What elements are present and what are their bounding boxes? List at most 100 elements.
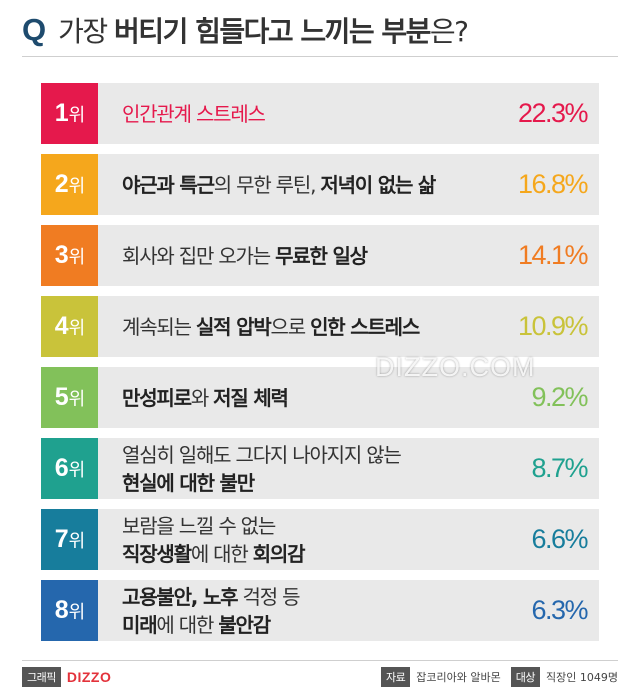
rank-row-5: 5 위 만성피로와 저질 체력 9.2% bbox=[41, 367, 599, 428]
label-bold-segment: 인간관계 스트레스 bbox=[122, 101, 266, 126]
label-l1: 계속되는 실적 압박으로 인한 스트레스 bbox=[122, 313, 599, 341]
graphic-label: 그래픽 bbox=[22, 667, 61, 687]
label-bold-segment: 야근과 특근 bbox=[122, 172, 215, 197]
watermark: DIZZO.COM bbox=[375, 352, 536, 382]
label-segment: 계속되는 bbox=[122, 314, 196, 339]
rank-number: 7 bbox=[54, 525, 69, 553]
label-segment: 열심히 일해도 그다지 나아지지 않는 bbox=[122, 442, 402, 467]
title-plain-before: 가장 bbox=[58, 15, 115, 48]
label-segment: 와 bbox=[190, 385, 214, 410]
title-bold: 버티기 힘들다고 느끼는 부분 bbox=[114, 15, 431, 48]
category-label: 고용불안, 노후 걱정 등 미래에 대한 불안감 bbox=[98, 580, 599, 641]
footer-divider bbox=[22, 660, 618, 661]
label-bold-segment: 현실에 대한 불만 bbox=[122, 470, 255, 495]
label-bold-segment: 저질 체력 bbox=[213, 385, 289, 410]
category-label: 야근과 특근의 무한 루틴, 저녁이 없는 삶 bbox=[98, 154, 599, 215]
target-label: 대상 bbox=[510, 667, 541, 687]
category-label: 계속되는 실적 압박으로 인한 스트레스 bbox=[98, 296, 599, 357]
title-plain-after: 은? bbox=[429, 15, 469, 48]
category-label: 보람을 느낄 수 없는 직장생활에 대한 회의감 bbox=[98, 509, 599, 570]
label-bold-segment: 인한 스트레스 bbox=[310, 314, 420, 339]
rank-row-7: 7 위 보람을 느낄 수 없는 직장생활에 대한 회의감 6.6% bbox=[41, 509, 599, 570]
label-l2: 직장생활에 대한 회의감 bbox=[122, 540, 599, 568]
label-segment: 에 대한 bbox=[190, 541, 253, 566]
label-bold-segment: 무료한 일상 bbox=[275, 243, 368, 268]
rank-row-3: 3 위 회사와 집만 오가는 무료한 일상 14.1% bbox=[41, 225, 599, 286]
rank-suffix: 위 bbox=[68, 459, 86, 481]
chart-title: Q 가장 버티기 힘들다고 느끼는 부분은? bbox=[22, 6, 469, 54]
source-text: 잡코리아와 알바몬 bbox=[416, 671, 501, 684]
rank-number: 8 bbox=[54, 596, 69, 624]
rank-suffix: 위 bbox=[68, 175, 86, 197]
label-l1: 고용불안, 노후 걱정 등 bbox=[122, 583, 599, 611]
rank-suffix: 위 bbox=[68, 530, 86, 552]
label-segment: 걱정 등 bbox=[237, 584, 301, 609]
rank-number: 4 bbox=[54, 312, 69, 340]
percent-value: 9.2% bbox=[531, 382, 588, 412]
label-l1: 회사와 집만 오가는 무료한 일상 bbox=[122, 242, 599, 270]
rank-number: 1 bbox=[54, 99, 69, 127]
rank-number: 3 bbox=[54, 241, 69, 269]
label-segment: 회사와 집만 오가는 bbox=[122, 243, 276, 268]
percent-value: 10.9% bbox=[517, 311, 589, 341]
question-mark-q: Q bbox=[22, 12, 47, 47]
label-segment: 보람을 느낄 수 없는 bbox=[122, 513, 276, 538]
label-bold-segment: 고용불안, 노후 bbox=[122, 584, 239, 609]
label-l2: 미래에 대한 불안감 bbox=[122, 611, 599, 639]
percent-value: 16.8% bbox=[517, 169, 589, 199]
label-l1: 보람을 느낄 수 없는 bbox=[122, 512, 599, 540]
label-l1: 야근과 특근의 무한 루틴, 저녁이 없는 삶 bbox=[122, 171, 599, 199]
label-bold-segment: 실적 압박 bbox=[195, 314, 272, 339]
title-divider bbox=[22, 56, 618, 57]
label-bold-segment: 직장생활 bbox=[122, 541, 192, 566]
label-l1: 만성피로와 저질 체력 bbox=[122, 384, 599, 412]
rank-row-2: 2 위 야근과 특근의 무한 루틴, 저녁이 없는 삶 16.8% bbox=[41, 154, 599, 215]
category-label: 회사와 집만 오가는 무료한 일상 bbox=[98, 225, 599, 286]
label-segment: 으로 bbox=[270, 314, 311, 339]
percent-value: 22.3% bbox=[517, 98, 589, 128]
ranking-list: 1 위 인간관계 스트레스 22.3% 2 위 야근과 특근의 무한 루틴, 저녁이 없는 … bbox=[41, 83, 599, 651]
label-l2: 현실에 대한 불만 bbox=[122, 469, 599, 497]
label-bold-segment: 불안감 bbox=[218, 612, 271, 637]
rank-suffix: 위 bbox=[68, 104, 86, 126]
rank-suffix: 위 bbox=[68, 601, 86, 623]
label-segment: 에 대한 bbox=[156, 612, 219, 637]
category-label: 인간관계 스트레스 bbox=[98, 83, 599, 144]
percent-value: 6.6% bbox=[531, 524, 588, 554]
percent-value: 14.1% bbox=[517, 240, 589, 270]
footer: 그래픽 DIZZO 자료 잡코리아와 알바몬 대상 직장인 1049명 bbox=[22, 666, 618, 688]
percent-value: 8.7% bbox=[531, 453, 588, 483]
label-bold-segment: 저녁이 없는 삶 bbox=[320, 172, 436, 197]
rank-suffix: 위 bbox=[68, 317, 86, 339]
category-label: 만성피로와 저질 체력 bbox=[98, 367, 599, 428]
rank-row-1: 1 위 인간관계 스트레스 22.3% bbox=[41, 83, 599, 144]
percent-value: 6.3% bbox=[531, 595, 588, 625]
label-bold-segment: 회의감 bbox=[252, 541, 306, 566]
rank-number: 2 bbox=[54, 170, 69, 198]
title-text: 가장 버티기 힘들다고 느끼는 부분은? bbox=[58, 10, 469, 50]
target-text: 직장인 1049명 bbox=[546, 671, 618, 684]
dizzo-logo: DIZZO bbox=[66, 669, 112, 685]
label-l1: 열심히 일해도 그다지 나아지지 않는 bbox=[122, 441, 599, 469]
rank-row-6: 6 위 열심히 일해도 그다지 나아지지 않는 현실에 대한 불만 8.7% bbox=[41, 438, 599, 499]
label-bold-segment: 만성피로 bbox=[122, 385, 192, 410]
label-bold-segment: 미래 bbox=[122, 612, 158, 637]
rank-row-4: 4 위 계속되는 실적 압박으로 인한 스트레스 10.9% bbox=[41, 296, 599, 357]
source-label: 자료 bbox=[381, 667, 411, 687]
label-l1: 인간관계 스트레스 bbox=[122, 100, 599, 128]
rank-suffix: 위 bbox=[68, 246, 86, 268]
rank-number: 6 bbox=[54, 454, 69, 482]
rank-number: 5 bbox=[54, 383, 69, 411]
label-segment: 의 무한 루틴, bbox=[213, 172, 321, 197]
rank-suffix: 위 bbox=[68, 388, 86, 410]
rank-row-8: 8 위 고용불안, 노후 걱정 등 미래에 대한 불안감 6.3% bbox=[41, 580, 599, 641]
